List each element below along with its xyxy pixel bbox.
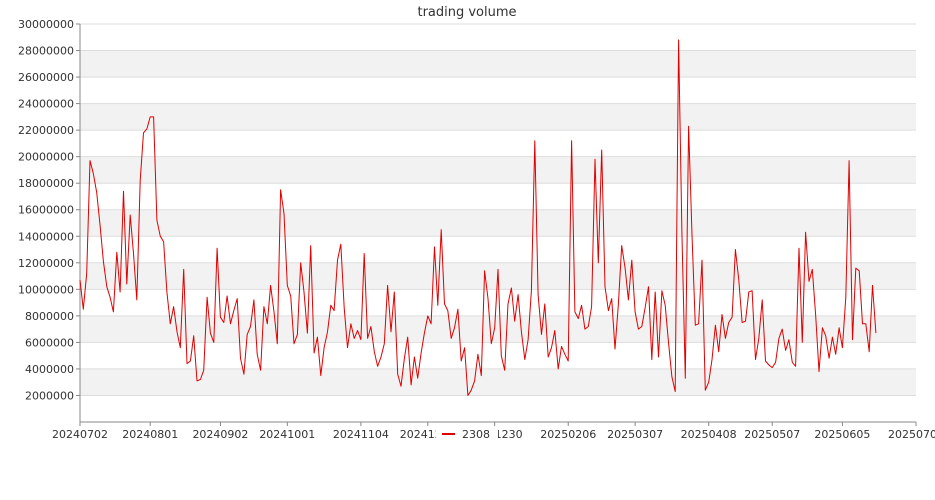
y-tick-label: 24000000: [18, 98, 74, 111]
legend-background: [436, 426, 498, 442]
x-tick-label: 20250307: [607, 428, 663, 441]
x-tick-label: 20250605: [814, 428, 870, 441]
legend: 2308: [436, 426, 498, 442]
grid-band: [80, 209, 916, 237]
y-tick-label: 16000000: [18, 204, 74, 217]
y-tick-label: 12000000: [18, 257, 74, 270]
x-tick-label: 20241104: [333, 428, 389, 441]
grid-band: [80, 156, 916, 184]
y-tick-label: 2000000: [25, 389, 74, 402]
grid-bands: [80, 50, 916, 396]
grid-band: [80, 368, 916, 396]
x-tick-label: 20240801: [122, 428, 178, 441]
legend-label: 2308: [462, 428, 490, 441]
y-tick-label: 26000000: [18, 71, 74, 84]
y-tick-label: 4000000: [25, 363, 74, 376]
grid-band: [80, 315, 916, 343]
series-layer: [79, 39, 877, 396]
y-tick-label: 20000000: [18, 151, 74, 164]
x-tick-label: 20250408: [681, 428, 737, 441]
y-tick-label: 28000000: [18, 45, 74, 58]
x-tick-label: 20240702: [52, 428, 108, 441]
y-tick-label: 30000000: [18, 18, 74, 31]
y-tick-label: 14000000: [18, 230, 74, 243]
y-axis: 2000000 4000000 6000000 8000000 10000000 1200…: [18, 18, 81, 422]
grid-band: [80, 50, 916, 78]
x-tick-label: 20240902: [192, 428, 248, 441]
y-tick-label: 22000000: [18, 124, 74, 137]
y-tick-label: 10000000: [18, 283, 74, 296]
gridlines: [80, 23, 916, 396]
y-tick-label: 8000000: [25, 310, 74, 323]
grid-band: [80, 103, 916, 131]
x-tick-label: 20250206: [540, 428, 596, 441]
x-tick-label: 20250704: [888, 428, 935, 441]
x-tick-label: 20250507: [744, 428, 800, 441]
y-tick-label: 18000000: [18, 177, 74, 190]
y-tick-label: 6000000: [25, 336, 74, 349]
x-tick-label: 20241001: [259, 428, 315, 441]
series-line-2308: [79, 39, 877, 396]
chart-title: trading volume: [417, 5, 516, 20]
